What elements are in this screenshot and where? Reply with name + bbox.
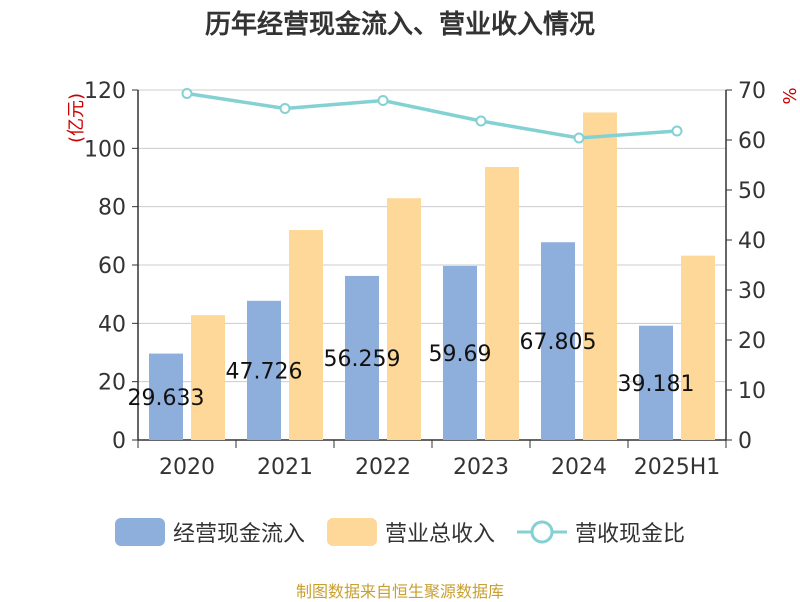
line-point-ratio bbox=[279, 103, 291, 114]
legend-item-ratio[interactable]: 营收现金比 bbox=[517, 516, 685, 548]
y-right-tick-label: 30 bbox=[738, 279, 766, 304]
line-point-ratio bbox=[671, 125, 683, 137]
y-left-tick-label: 40 bbox=[98, 312, 126, 337]
legend-item-revenue[interactable]: 营业总收入 bbox=[326, 516, 495, 548]
y-left-axis-label: (亿元) bbox=[66, 93, 87, 143]
y-right-tick-label: 60 bbox=[738, 129, 766, 154]
y-left-tick-label: 120 bbox=[84, 79, 126, 104]
x-tick-label: 2021 bbox=[257, 455, 313, 480]
legend-label-revenue: 营业总收入 bbox=[384, 522, 495, 547]
y-right-tick-label: 20 bbox=[738, 329, 766, 354]
y-right-tick-label: 0 bbox=[738, 429, 752, 454]
bar-cash-inflow bbox=[247, 300, 281, 440]
bar-cash-inflow bbox=[639, 325, 673, 440]
y-right-tick-label: 70 bbox=[738, 79, 766, 104]
bar-cash-inflow bbox=[345, 275, 379, 440]
bar-revenue bbox=[191, 315, 225, 440]
bar-revenue bbox=[681, 255, 715, 440]
legend-label-ratio: 营收现金比 bbox=[575, 522, 686, 547]
bar-value-label: 47.726 bbox=[226, 359, 303, 384]
x-tick-label: 2020 bbox=[159, 455, 215, 480]
line-ratio bbox=[186, 91, 678, 140]
line-point-ratio bbox=[377, 95, 389, 106]
x-tick-label: 2023 bbox=[453, 455, 509, 480]
bar-cash-inflow bbox=[149, 353, 183, 440]
bar-revenue bbox=[289, 230, 323, 440]
bar-value-label: 39.181 bbox=[618, 372, 695, 397]
line-point-ratio bbox=[475, 115, 487, 127]
y-right-axis-label: % bbox=[780, 87, 800, 104]
bar-value-label: 29.633 bbox=[128, 386, 205, 411]
legend-swatch-cash-inflow bbox=[114, 518, 165, 546]
y-left-tick-label: 100 bbox=[84, 137, 126, 162]
bar-cash-inflow bbox=[541, 242, 575, 440]
y-left-tick-label: 80 bbox=[98, 196, 126, 221]
bar-revenue bbox=[387, 198, 421, 440]
source-note: 制图数据来自恒生聚源数据库 bbox=[295, 582, 504, 601]
x-tick-label: 2024 bbox=[551, 455, 607, 480]
y-right-tick-label: 50 bbox=[738, 179, 766, 204]
bar-value-label: 56.259 bbox=[324, 347, 401, 372]
bar-value-label: 59.69 bbox=[429, 342, 492, 367]
legend-item-cash-inflow[interactable]: 经营现金流入 bbox=[114, 516, 305, 548]
x-tick-label: 2022 bbox=[355, 455, 411, 480]
chart-title: 历年经营现金流入、营业收入情况 bbox=[204, 10, 595, 40]
line-point-ratio bbox=[573, 132, 585, 144]
bar-cash-inflow bbox=[443, 265, 477, 440]
x-tick-label: 2025H1 bbox=[634, 455, 721, 480]
bar-revenue bbox=[485, 167, 519, 440]
bar-value-label: 67.805 bbox=[520, 330, 597, 355]
line-point-ratio bbox=[181, 88, 193, 99]
legend-line-swatch-ratio bbox=[517, 520, 567, 544]
y-right-tick-label: 40 bbox=[738, 229, 766, 254]
legend-swatch-revenue bbox=[326, 518, 377, 546]
legend-label-cash-inflow: 经营现金流入 bbox=[172, 522, 305, 547]
y-right-tick-label: 10 bbox=[738, 379, 766, 404]
y-left-tick-label: 0 bbox=[112, 429, 126, 454]
legend: 经营现金流入 营业总收入 营收现金比 bbox=[0, 516, 800, 548]
y-left-tick-label: 60 bbox=[98, 254, 126, 279]
y-left-tick-label: 20 bbox=[98, 371, 126, 396]
bar-revenue bbox=[583, 112, 617, 440]
